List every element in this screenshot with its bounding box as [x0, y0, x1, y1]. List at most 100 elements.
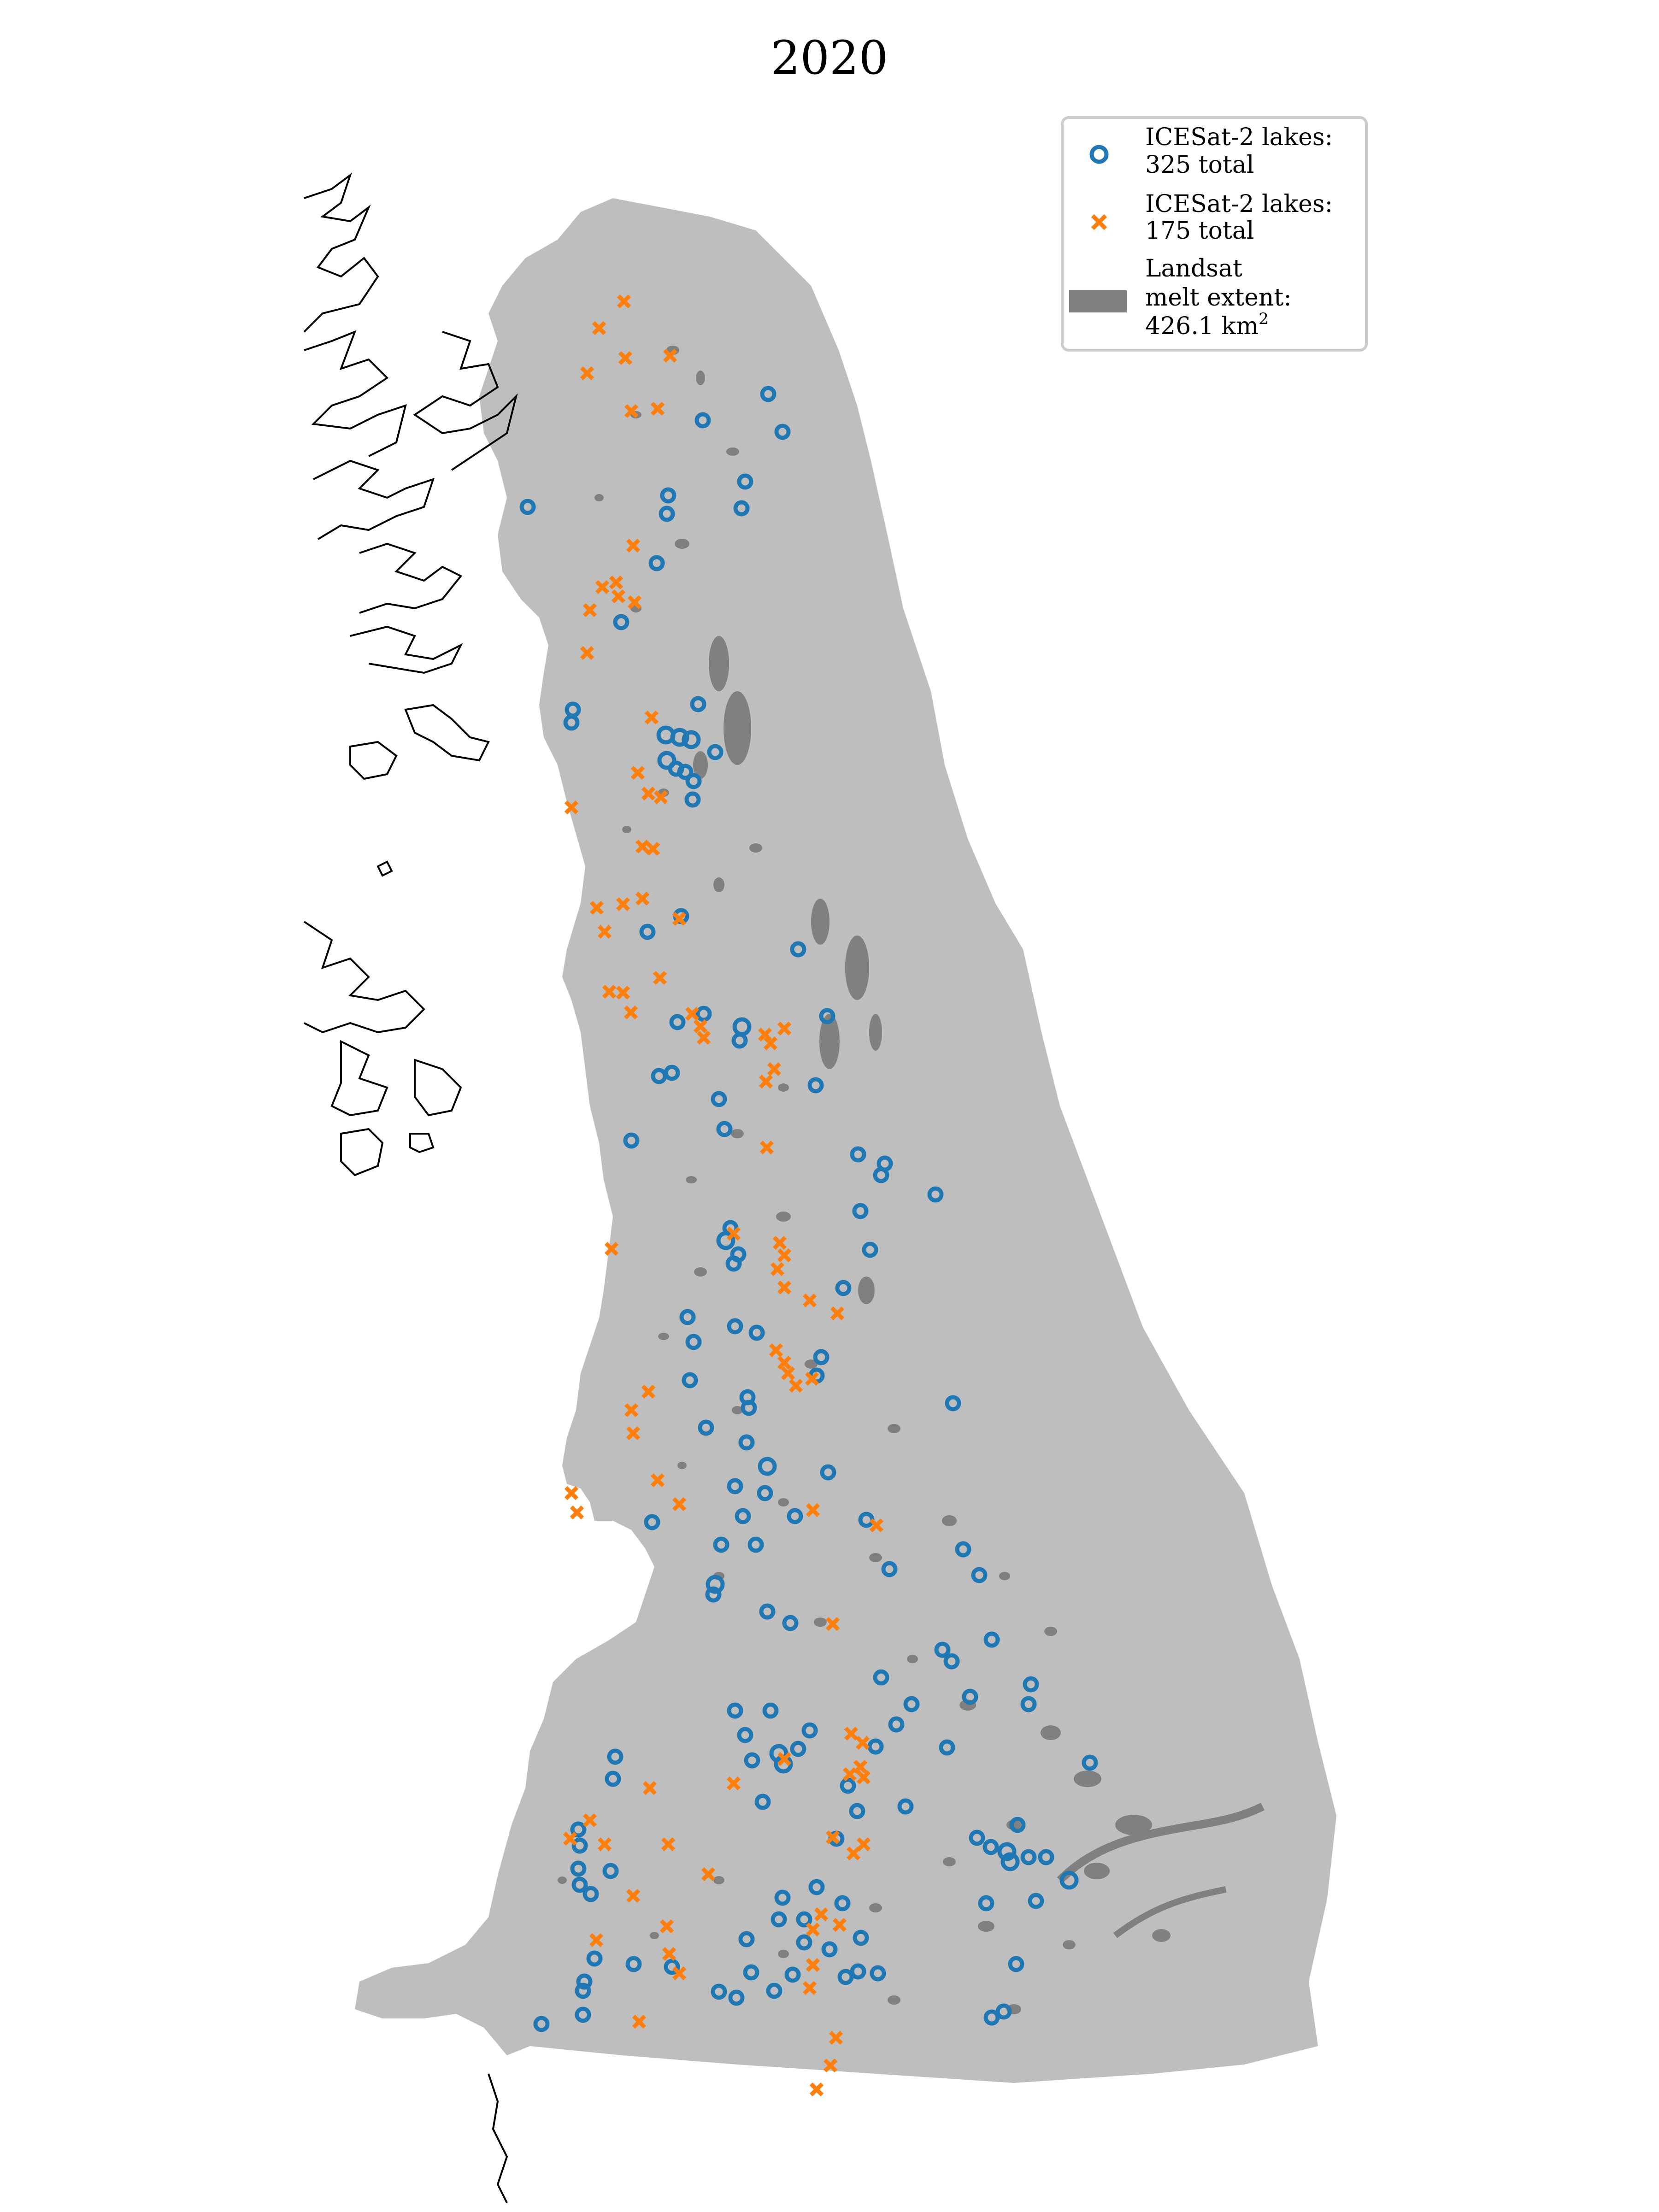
lake-x-marker [646, 841, 660, 856]
lake-circle-marker [807, 1077, 824, 1094]
lake-circle-marker [1009, 1817, 1026, 1833]
lake-circle-marker [850, 1146, 866, 1163]
lake-circle-marker [728, 1989, 745, 2006]
melt-lake [1152, 1929, 1171, 1942]
lake-x-marker [635, 839, 650, 854]
lake-x-marker [597, 924, 612, 939]
lake-circle-marker [834, 1895, 851, 1912]
legend-item-2-line1: ICESat-2 lakes: [1145, 190, 1333, 218]
lake-x-marker [846, 1846, 861, 1861]
melt-lake [1044, 1627, 1057, 1636]
melt-lake [732, 1406, 743, 1414]
legend-item-1-line1: ICESat-2 lakes: [1145, 124, 1333, 151]
lake-circle-marker [1000, 1852, 1020, 1871]
lake-x-marker [627, 595, 642, 610]
melt-lake [869, 1553, 882, 1562]
lake-circle-marker [873, 1167, 889, 1183]
melt-lake [693, 751, 708, 779]
lake-circle-marker [586, 1950, 603, 1967]
lake-circle-marker [679, 1309, 696, 1325]
lake-x-marker [802, 1981, 817, 1995]
coastline-layer [303, 172, 518, 2203]
lake-x-marker [832, 1918, 847, 1932]
lake-circle-marker [571, 1877, 588, 1893]
lake-x-marker [806, 1958, 820, 1972]
lake-circle-marker [790, 1741, 806, 1757]
lake-circle-marker [881, 1561, 898, 1577]
lake-circle-marker [1020, 1849, 1037, 1865]
lake-circle-marker [660, 487, 677, 504]
coastline-segment [303, 172, 379, 333]
lake-circle-marker [787, 1508, 803, 1524]
lake-circle-marker [837, 1969, 854, 1985]
lake-x-marker [814, 1907, 829, 1922]
lake-circle-marker [743, 1964, 759, 1981]
lake-circle-marker [607, 1748, 624, 1765]
lake-x-marker [726, 1226, 741, 1241]
legend-area-value: 426.1 km [1145, 312, 1259, 340]
lake-circle-marker [664, 1065, 680, 1081]
lake-circle-marker [888, 1716, 905, 1733]
legend-item-3-line1: Landsat [1145, 255, 1242, 282]
lake-x-marker [829, 2030, 843, 2045]
lake-circle-marker [955, 1541, 971, 1558]
legend-box [1061, 116, 1368, 352]
lake-circle-marker [759, 1603, 776, 1620]
melt-channel [1113, 1886, 1227, 1938]
lake-circle-marker [519, 499, 536, 515]
lake-circle-marker [983, 2009, 1000, 2026]
lake-x-marker [626, 1888, 641, 1903]
lake-circle-marker [758, 1457, 777, 1476]
lake-circle-marker [983, 1631, 1000, 1648]
lake-x-marker [582, 603, 597, 618]
melt-lake [686, 1176, 697, 1183]
lake-x-marker [672, 1497, 687, 1512]
lake-circle-marker [570, 1821, 587, 1838]
lake-x-marker [663, 348, 677, 363]
lake-x-marker [802, 1293, 817, 1308]
lake-x-marker [617, 294, 631, 309]
lake-circle-marker [747, 1536, 764, 1553]
lake-x-marker [632, 2014, 647, 2029]
lake-x-marker [758, 1027, 772, 1042]
legend-item-2-line2: 175 total [1145, 217, 1254, 245]
lake-circle-marker [762, 1702, 779, 1719]
lake-x-marker [564, 1486, 579, 1500]
lake-circle-marker [727, 1318, 743, 1335]
lake-circle-marker [657, 751, 677, 770]
lake-circle-marker [716, 1121, 733, 1137]
lake-circle-marker [862, 1241, 878, 1258]
lake-circle-marker [682, 1372, 698, 1388]
lake-circle-marker [738, 1434, 755, 1451]
coastline-segment [303, 921, 425, 1034]
lake-x-marker [842, 1767, 857, 1782]
lake-circle-marker [995, 2003, 1012, 2020]
lake-circle-marker [1028, 1893, 1044, 1909]
lake-x-marker [635, 891, 650, 906]
coastline-segment [349, 741, 398, 780]
melt-lake [1041, 1725, 1061, 1740]
lake-x-marker [672, 1966, 687, 1981]
melt-lake [658, 1333, 669, 1340]
lake-circle-marker [648, 555, 665, 571]
lake-x-marker [630, 765, 645, 780]
lake-circle-marker [853, 1930, 869, 1946]
lake-x-marker [602, 984, 617, 999]
lake-circle-marker [644, 1514, 660, 1530]
lake-circle-marker [790, 941, 806, 958]
melt-lake [713, 877, 724, 892]
lake-circle-marker [582, 1886, 599, 1902]
coastline-segment [413, 331, 518, 471]
lake-circle-marker [821, 1941, 838, 1958]
lake-x-marker [809, 2082, 824, 2097]
lake-x-marker [806, 1503, 820, 1518]
lake-x-marker [830, 1306, 845, 1321]
melt-lake [858, 1277, 875, 1304]
lake-x-marker [777, 1021, 792, 1036]
icesat-x-markers [563, 294, 884, 2097]
lake-x-marker [653, 971, 667, 985]
lake-x-marker [604, 1241, 619, 1256]
lake-circle-marker [670, 728, 689, 747]
lake-x-marker [825, 1617, 840, 1631]
melt-channel [1057, 1802, 1265, 1883]
